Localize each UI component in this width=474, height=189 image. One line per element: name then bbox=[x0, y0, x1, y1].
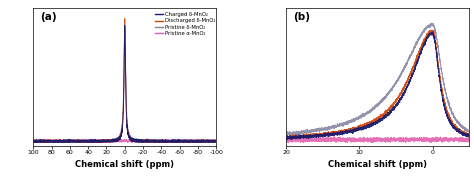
Text: (a): (a) bbox=[40, 12, 57, 22]
Legend: Charged δ-MnO₂, Discharged δ-MnO₂, Pristine δ-MnO₂, Pristine α-MnO₂: Charged δ-MnO₂, Discharged δ-MnO₂, Prist… bbox=[155, 12, 216, 37]
X-axis label: Chemical shift (ppm): Chemical shift (ppm) bbox=[328, 160, 427, 169]
Text: (b): (b) bbox=[293, 12, 310, 22]
X-axis label: Chemical shift (ppm): Chemical shift (ppm) bbox=[75, 160, 174, 169]
